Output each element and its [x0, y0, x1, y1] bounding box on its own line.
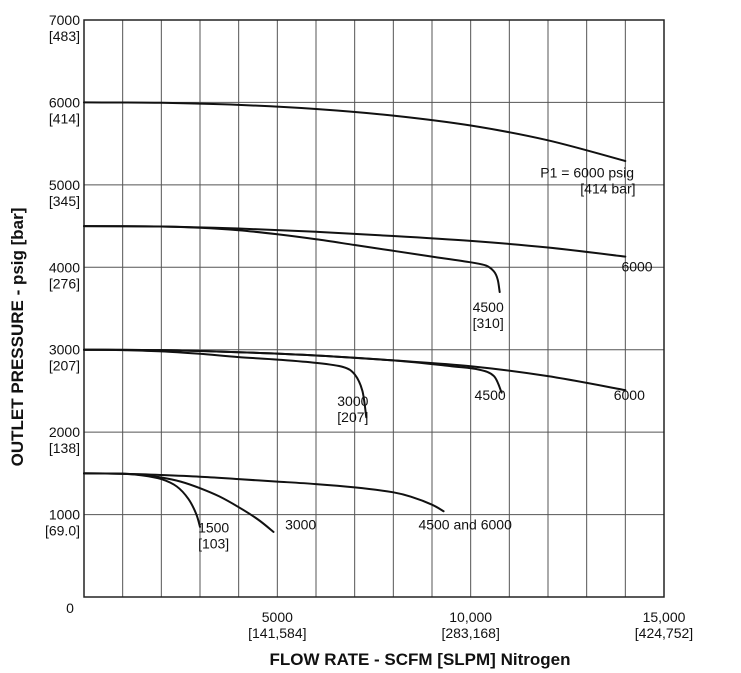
curve-label-3: 6000	[614, 387, 645, 403]
series-line-6	[83, 472, 445, 513]
x-tick-labels: 5000 [141,584] 10,000 [283,168] 15,000 [424,7…	[248, 609, 693, 641]
series-line-5	[83, 348, 368, 419]
x-tick-label: 5000 [141,584]	[248, 609, 306, 641]
x-axis-title: FLOW RATE - SCFM [SLPM] Nitrogen	[270, 650, 571, 669]
curve-label-8: 1500 [103]	[198, 520, 229, 552]
y-tick-label: 7000 [483]	[49, 12, 80, 44]
x-tick-label: 10,000 [283,168]	[441, 609, 499, 641]
curve-label-2: 4500 [310]	[473, 299, 504, 331]
y-axis-title: OUTLET PRESSURE - psig [bar]	[8, 208, 27, 467]
y-tick-labels: 1000 [69.0] 2000 [138] 3000 [207] 4000 [276] 500…	[45, 12, 80, 539]
curve-labels: P1 = 6000 psig [414 bar] 6000 4500 [310] 6000…	[198, 164, 653, 551]
series-line-0	[83, 101, 627, 162]
y-tick-label: 5000 [345]	[49, 177, 80, 209]
grid	[84, 20, 664, 597]
x-origin-label: 0	[66, 600, 74, 616]
curves	[83, 101, 627, 533]
y-tick-label: 6000 [414]	[49, 94, 80, 126]
curve-label-7: 3000	[285, 516, 316, 532]
y-tick-label: 4000 [276]	[49, 259, 80, 291]
series-line-8	[83, 472, 201, 528]
curve-label-6: 4500 and 6000	[418, 516, 512, 532]
y-tick-label: 3000 [207]	[49, 342, 80, 374]
series-line-4	[83, 348, 503, 394]
y-tick-label: 1000 [69.0]	[45, 507, 80, 539]
series-line-2	[83, 225, 501, 293]
series-line-7	[83, 472, 275, 533]
curve-label-5: 3000 [207]	[337, 393, 368, 425]
curve-label-4: 4500	[475, 387, 506, 403]
curve-label-0: P1 = 6000 psig [414 bar]	[540, 164, 635, 196]
x-tick-label: 15,000 [424,752]	[635, 609, 693, 641]
y-tick-label: 2000 [138]	[49, 424, 80, 456]
plot-frame	[83, 19, 665, 598]
curve-label-1: 6000	[621, 258, 652, 274]
